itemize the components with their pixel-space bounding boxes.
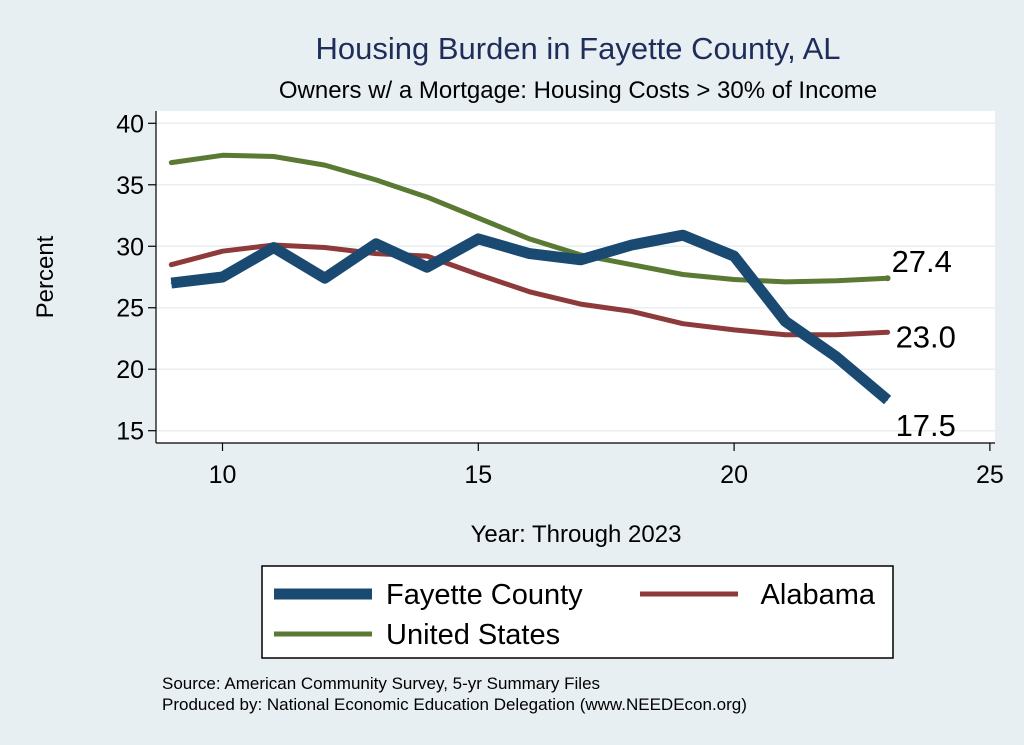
legend-label-alabama: Alabama bbox=[761, 579, 876, 611]
point-alabama-16 bbox=[528, 291, 531, 293]
end-labels: 17.5 23.0 27.4 bbox=[892, 244, 956, 443]
legend-box bbox=[261, 565, 894, 659]
point-united-states-10 bbox=[221, 154, 224, 156]
point-alabama-13 bbox=[375, 253, 377, 255]
point-united-states-16 bbox=[528, 238, 531, 240]
y-tick-label-35: 35 bbox=[116, 172, 144, 200]
point-fayette-county-21 bbox=[784, 320, 786, 322]
point-united-states-20 bbox=[733, 278, 735, 281]
point-united-states-15 bbox=[477, 217, 479, 219]
point-alabama-12 bbox=[324, 246, 326, 249]
point-alabama-10 bbox=[221, 250, 224, 252]
point-fayette-county-13 bbox=[375, 243, 377, 245]
legend: Fayette County Alabama United States bbox=[261, 565, 894, 659]
end-label-fayette-county: 17.5 bbox=[896, 408, 956, 443]
point-alabama-23 bbox=[887, 331, 889, 333]
x-tick-label-20: 20 bbox=[720, 461, 748, 489]
point-united-states-22 bbox=[835, 280, 838, 282]
point-fayette-county-19 bbox=[682, 234, 684, 236]
point-united-states-11 bbox=[273, 155, 275, 158]
end-label-united-states: 27.4 bbox=[892, 244, 952, 279]
point-fayette-county-9 bbox=[170, 282, 172, 284]
producer-note: Produced by: National Economic Education… bbox=[162, 695, 747, 714]
point-fayette-county-10 bbox=[221, 276, 224, 278]
point-united-states-21 bbox=[784, 281, 786, 283]
chart-subtitle: Owners w/ a Mortgage: Housing Costs > 30… bbox=[279, 77, 877, 104]
y-tick-label-20: 20 bbox=[116, 356, 144, 384]
point-fayette-county-12 bbox=[324, 277, 326, 279]
y-tick-label-30: 30 bbox=[116, 233, 144, 261]
point-alabama-21 bbox=[784, 334, 786, 336]
point-alabama-17 bbox=[580, 303, 582, 305]
point-alabama-14 bbox=[426, 255, 428, 257]
axes: 15 20 25 30 35 40 10 15 20 25 bbox=[116, 110, 1004, 489]
point-united-states-18 bbox=[631, 264, 633, 266]
point-united-states-12 bbox=[324, 164, 326, 166]
y-axis-label: Percent bbox=[32, 235, 59, 318]
y-tick-label-15: 15 bbox=[116, 418, 144, 446]
chart-title: Housing Burden in Fayette County, AL bbox=[315, 31, 840, 66]
x-tick-label-25: 25 bbox=[976, 461, 1004, 489]
x-tick-label-15: 15 bbox=[464, 461, 492, 489]
point-alabama-20 bbox=[733, 329, 735, 331]
plot-area bbox=[156, 111, 995, 443]
point-fayette-county-14 bbox=[426, 266, 428, 268]
x-tick-label-10: 10 bbox=[209, 461, 237, 489]
x-axis-label: Year: Through 2023 bbox=[471, 521, 682, 548]
point-united-states-19 bbox=[682, 273, 684, 276]
point-fayette-county-16 bbox=[528, 253, 531, 255]
y-tick-label-25: 25 bbox=[116, 295, 144, 323]
point-fayette-county-23 bbox=[887, 399, 889, 401]
point-united-states-14 bbox=[426, 196, 428, 198]
point-alabama-19 bbox=[682, 323, 684, 325]
point-alabama-18 bbox=[631, 310, 633, 312]
source-note: Source: American Community Survey, 5-yr … bbox=[162, 674, 600, 693]
point-fayette-county-15 bbox=[477, 238, 479, 240]
legend-label-united-states: United States bbox=[386, 619, 560, 651]
point-united-states-9 bbox=[170, 162, 172, 164]
point-fayette-county-11 bbox=[273, 246, 275, 249]
y-tick-label-40: 40 bbox=[116, 110, 144, 138]
point-alabama-9 bbox=[170, 264, 172, 266]
point-alabama-15 bbox=[477, 273, 479, 276]
series-layer bbox=[168, 152, 892, 405]
point-fayette-county-20 bbox=[733, 255, 735, 257]
end-label-alabama: 23.0 bbox=[896, 319, 956, 354]
point-fayette-county-17 bbox=[580, 259, 582, 261]
point-alabama-22 bbox=[835, 334, 838, 336]
point-fayette-county-18 bbox=[631, 244, 633, 246]
point-united-states-13 bbox=[375, 179, 377, 181]
end-marker-united-states bbox=[884, 275, 891, 282]
legend-label-fayette-county: Fayette County bbox=[386, 579, 583, 611]
point-fayette-county-22 bbox=[835, 356, 838, 358]
